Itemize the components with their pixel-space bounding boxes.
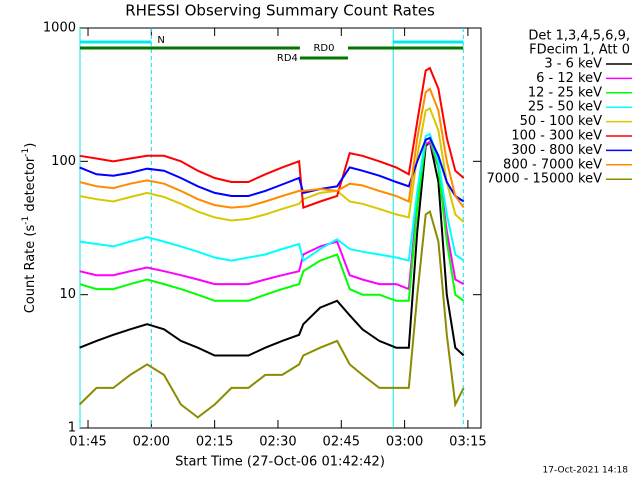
flag-label: N xyxy=(157,35,164,46)
x-tick-label: 02:30 xyxy=(259,435,296,450)
legend-label: 300 - 800 keV xyxy=(511,143,602,158)
legend-label: 50 - 100 keV xyxy=(520,114,603,129)
series-line xyxy=(79,140,465,291)
chart-title: RHESSI Observing Summary Count Rates xyxy=(125,2,435,20)
series-line xyxy=(79,139,465,357)
y-label-sup: -1 xyxy=(21,148,31,157)
x-tick-label: 02:45 xyxy=(323,435,360,450)
y-label-part: Count Rate (s xyxy=(23,225,38,314)
footer: 17-Oct-2021 14:18 xyxy=(543,466,629,476)
series-line xyxy=(79,66,465,209)
y-tick-label: 1 xyxy=(68,421,76,436)
y-label-part: detector xyxy=(23,156,38,216)
legend-label: 6 - 12 keV xyxy=(536,71,602,86)
y-tick-label: 10 xyxy=(59,287,76,302)
flag-label: RD4 xyxy=(277,53,298,64)
series-line xyxy=(79,136,465,203)
legend-header: Det 1,3,4,5,6,9, xyxy=(528,29,630,44)
legend-label: 7000 - 15000 keV xyxy=(487,172,603,187)
x-tick-label: 01:45 xyxy=(69,435,106,450)
x-tick-label: 02:00 xyxy=(133,435,170,450)
x-tick-label: 03:15 xyxy=(449,435,486,450)
series-line xyxy=(79,132,465,263)
series-line xyxy=(79,106,465,223)
legend-label: 100 - 300 keV xyxy=(511,129,602,144)
x-tick-label: 02:15 xyxy=(196,435,233,450)
x-axis-label: Start Time (27-Oct-06 01:42:42) xyxy=(175,455,385,470)
y-tick-label: 1000 xyxy=(43,21,76,36)
series-line xyxy=(79,87,465,209)
legend-header: FDecim 1, Att 0 xyxy=(529,43,630,58)
legend-label: 25 - 50 keV xyxy=(528,100,602,115)
y-label-part: ) xyxy=(23,143,38,148)
flag-label: RD0 xyxy=(313,43,334,54)
series-line xyxy=(78,210,465,419)
y-axis-label: Count Rate (s-1 detector-1) xyxy=(21,143,38,314)
legend-label: 800 - 7000 keV xyxy=(503,157,602,172)
series-line xyxy=(79,136,465,302)
legend-label: 12 - 25 keV xyxy=(528,85,602,100)
x-tick-label: 03:00 xyxy=(386,435,423,450)
legend-label: 3 - 6 keV xyxy=(544,57,602,72)
y-label-sup: -1 xyxy=(21,216,31,225)
y-tick-label: 100 xyxy=(51,154,76,169)
